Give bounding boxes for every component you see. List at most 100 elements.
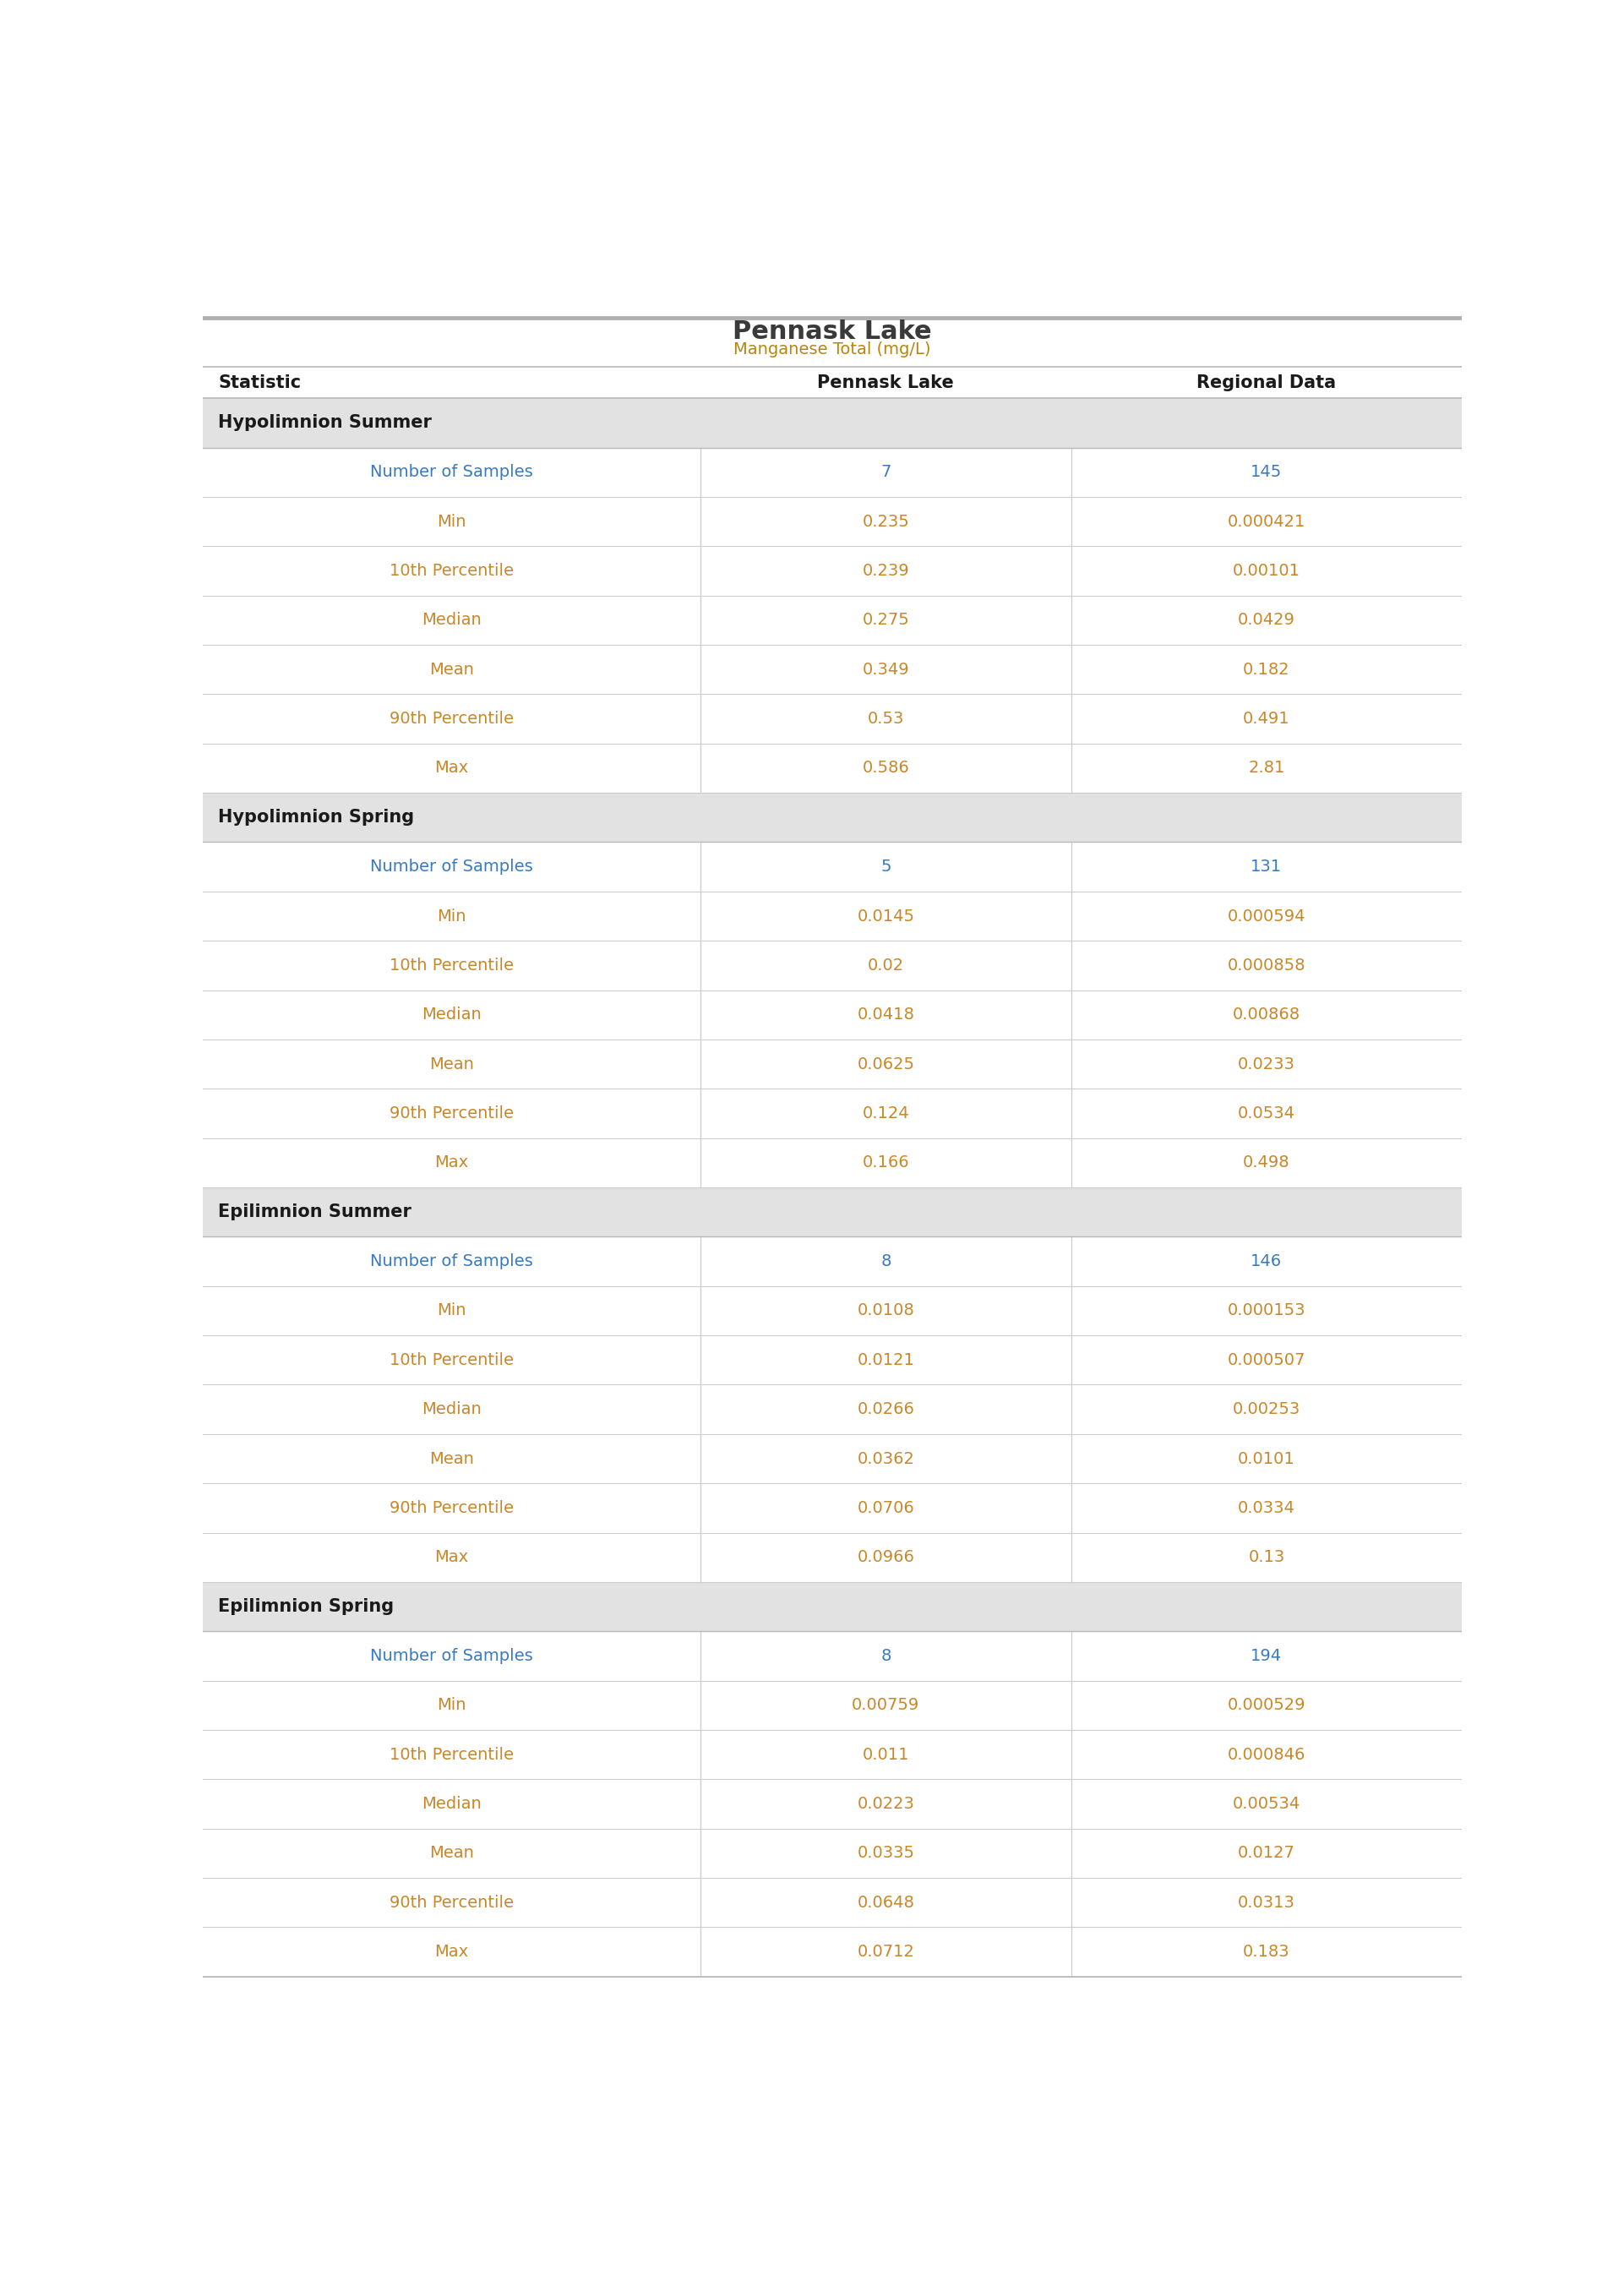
Text: 10th Percentile: 10th Percentile: [390, 563, 513, 579]
Text: 0.0108: 0.0108: [857, 1303, 914, 1319]
Text: Epilimnion Summer: Epilimnion Summer: [218, 1203, 411, 1221]
Text: 0.586: 0.586: [862, 760, 909, 776]
Text: 0.124: 0.124: [862, 1105, 909, 1121]
Text: 0.000846: 0.000846: [1228, 1746, 1306, 1764]
Text: Epilimnion Spring: Epilimnion Spring: [218, 1598, 395, 1616]
Text: Max: Max: [435, 1155, 469, 1171]
Bar: [203, 990, 1462, 1040]
Text: 0.00868: 0.00868: [1233, 1008, 1301, 1024]
Text: Regional Data: Regional Data: [1197, 375, 1337, 390]
Text: 0.0706: 0.0706: [857, 1500, 914, 1516]
Text: 0.00534: 0.00534: [1233, 1796, 1301, 1811]
Bar: [203, 1927, 1462, 1977]
Bar: [203, 940, 1462, 990]
Text: 0.0145: 0.0145: [857, 908, 914, 924]
Text: 0.275: 0.275: [862, 613, 909, 629]
Text: 2.81: 2.81: [1249, 760, 1285, 776]
Bar: [203, 1335, 1462, 1385]
Text: 8: 8: [880, 1253, 892, 1269]
Text: Pennask Lake: Pennask Lake: [817, 375, 955, 390]
Text: Mean: Mean: [429, 661, 474, 676]
Text: Median: Median: [422, 1008, 481, 1024]
Text: 0.0534: 0.0534: [1237, 1105, 1296, 1121]
Bar: [203, 645, 1462, 695]
Text: 0.000529: 0.000529: [1228, 1698, 1306, 1714]
Text: 90th Percentile: 90th Percentile: [390, 1105, 513, 1121]
Text: Hypolimnion Spring: Hypolimnion Spring: [218, 808, 414, 826]
Text: Min: Min: [437, 908, 466, 924]
Text: 194: 194: [1250, 1648, 1283, 1664]
Text: 0.000594: 0.000594: [1228, 908, 1306, 924]
Text: 0.0127: 0.0127: [1237, 1846, 1296, 1861]
Text: Min: Min: [437, 513, 466, 529]
Text: 0.498: 0.498: [1242, 1155, 1289, 1171]
Text: 0.0362: 0.0362: [857, 1451, 914, 1466]
Bar: [203, 1040, 1462, 1090]
Text: 0.00101: 0.00101: [1233, 563, 1301, 579]
Text: Min: Min: [437, 1303, 466, 1319]
Text: 0.0101: 0.0101: [1237, 1451, 1294, 1466]
Text: 0.53: 0.53: [867, 711, 905, 726]
Text: Manganese Total (mg/L): Manganese Total (mg/L): [734, 340, 931, 356]
Text: 0.0712: 0.0712: [857, 1943, 914, 1959]
Text: 0.0966: 0.0966: [857, 1550, 914, 1566]
Text: Mean: Mean: [429, 1451, 474, 1466]
Text: 0.491: 0.491: [1242, 711, 1289, 726]
Bar: [203, 792, 1462, 842]
Text: 10th Percentile: 10th Percentile: [390, 1746, 513, 1764]
Text: 0.000153: 0.000153: [1228, 1303, 1306, 1319]
Text: 0.000858: 0.000858: [1228, 958, 1306, 974]
Text: 146: 146: [1250, 1253, 1283, 1269]
Text: Max: Max: [435, 1943, 469, 1959]
Bar: [203, 1385, 1462, 1435]
Bar: [203, 1680, 1462, 1730]
Bar: [203, 497, 1462, 547]
Text: 0.166: 0.166: [862, 1155, 909, 1171]
Text: Number of Samples: Number of Samples: [370, 463, 533, 481]
Bar: [203, 842, 1462, 892]
Text: 0.0233: 0.0233: [1237, 1056, 1296, 1071]
Text: Max: Max: [435, 760, 469, 776]
Text: 0.000421: 0.000421: [1228, 513, 1306, 529]
Text: Pennask Lake: Pennask Lake: [732, 320, 932, 345]
Bar: [203, 1632, 1462, 1680]
Text: Median: Median: [422, 613, 481, 629]
Bar: [203, 397, 1462, 447]
Text: Number of Samples: Number of Samples: [370, 1648, 533, 1664]
Bar: [203, 1435, 1462, 1482]
Bar: [203, 1730, 1462, 1780]
Text: Mean: Mean: [429, 1846, 474, 1861]
Text: 0.02: 0.02: [867, 958, 905, 974]
Bar: [203, 1237, 1462, 1287]
Text: 0.0334: 0.0334: [1237, 1500, 1296, 1516]
Text: 0.0121: 0.0121: [857, 1353, 914, 1369]
Bar: [203, 892, 1462, 940]
Text: 0.011: 0.011: [862, 1746, 909, 1764]
Text: 10th Percentile: 10th Percentile: [390, 1353, 513, 1369]
Text: 0.0648: 0.0648: [857, 1895, 914, 1911]
Text: Median: Median: [422, 1796, 481, 1811]
Bar: [203, 595, 1462, 645]
Bar: [203, 447, 1462, 497]
Bar: [203, 1137, 1462, 1187]
Bar: [203, 1287, 1462, 1335]
Bar: [203, 1482, 1462, 1532]
Text: 8: 8: [880, 1648, 892, 1664]
Text: Number of Samples: Number of Samples: [370, 858, 533, 874]
Text: 90th Percentile: 90th Percentile: [390, 711, 513, 726]
Bar: [203, 1830, 1462, 1877]
Text: 0.182: 0.182: [1242, 661, 1289, 676]
Text: 0.235: 0.235: [862, 513, 909, 529]
Text: Statistic: Statistic: [218, 375, 300, 390]
Text: Min: Min: [437, 1698, 466, 1714]
Bar: [203, 1187, 1462, 1237]
Text: 7: 7: [880, 463, 892, 481]
Text: 0.0223: 0.0223: [857, 1796, 914, 1811]
Text: Median: Median: [422, 1401, 481, 1416]
Text: 0.0625: 0.0625: [857, 1056, 914, 1071]
Bar: [203, 1780, 1462, 1830]
Text: 0.00253: 0.00253: [1233, 1401, 1301, 1416]
Text: 0.183: 0.183: [1242, 1943, 1289, 1959]
Text: Mean: Mean: [429, 1056, 474, 1071]
Text: 0.00759: 0.00759: [853, 1698, 919, 1714]
